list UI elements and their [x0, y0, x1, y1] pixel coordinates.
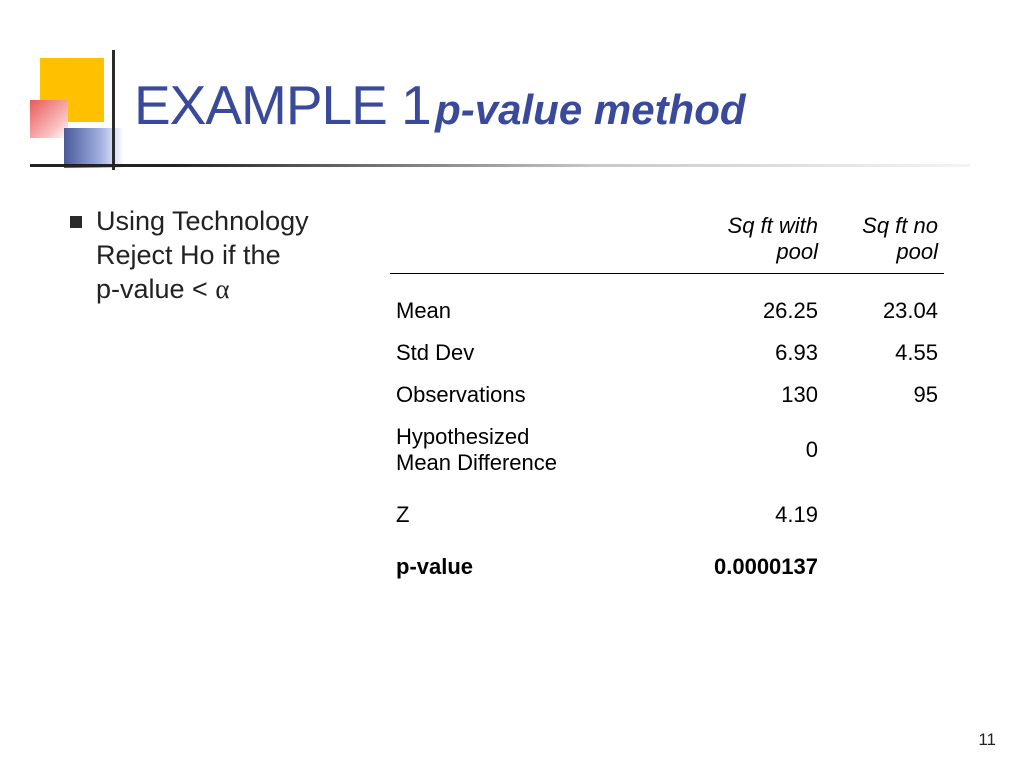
table-cell-label: Std Dev: [390, 332, 684, 374]
table-cell-value: 4.55: [824, 332, 944, 374]
table-cell-value: 95: [824, 374, 944, 416]
table-cell-label: Mean: [390, 290, 684, 332]
bullet-list: Using Technology Reject Ho if the p-valu…: [70, 205, 380, 588]
table-cell-value: 4.19: [684, 484, 824, 536]
table-cell-label: Observations: [390, 374, 684, 416]
table-cell-label: p-value: [390, 536, 684, 588]
table-cell-value: 0: [684, 416, 824, 484]
decor-square-slate: [64, 128, 124, 168]
table-cell-value: 130: [684, 374, 824, 416]
table-cell-label: Z: [390, 484, 684, 536]
table-cell-value: 0.0000137: [684, 536, 824, 588]
slide-title-sub: p-value method: [435, 86, 745, 133]
decor-square-salmon: [30, 100, 68, 138]
bullet-line-3-prefix: p-value <: [96, 274, 215, 304]
table-body: Mean26.2523.04Std Dev6.934.55Observation…: [390, 290, 944, 588]
alpha-symbol: α: [215, 274, 229, 304]
table-row: Std Dev6.934.55: [390, 332, 944, 374]
table-cell-value: [824, 416, 944, 484]
table-row: p-value0.0000137: [390, 536, 944, 588]
table-row: Z4.19: [390, 484, 944, 536]
table-header-col1: Sq ft with pool: [684, 205, 824, 274]
bullet-item: Using Technology Reject Ho if the p-valu…: [70, 205, 380, 306]
bullet-line-1: Using Technology: [96, 206, 309, 236]
bullet-line-2: Reject Ho if the: [96, 240, 281, 270]
table-cell-value: 6.93: [684, 332, 824, 374]
title-rule-horizontal: [30, 164, 970, 167]
table-cell-value: 23.04: [824, 290, 944, 332]
table-cell-value: 26.25: [684, 290, 824, 332]
table-cell-value: [824, 536, 944, 588]
stats-table: Sq ft with pool Sq ft no pool Mean26.252…: [390, 205, 944, 588]
table-header-blank: [390, 205, 684, 274]
table-cell-label: Hypothesized Mean Difference: [390, 416, 684, 484]
bullet-marker-icon: [70, 216, 82, 228]
table-header-col2: Sq ft no pool: [824, 205, 944, 274]
slide: EXAMPLE 1 p-value method Using Technolog…: [0, 0, 1024, 768]
title-rule-vertical: [112, 50, 115, 170]
bullet-text: Using Technology Reject Ho if the p-valu…: [96, 205, 309, 306]
table-cell-value: [824, 484, 944, 536]
table-row: Mean26.2523.04: [390, 290, 944, 332]
table-header-row: Sq ft with pool Sq ft no pool: [390, 205, 944, 274]
slide-title-main: EXAMPLE 1: [134, 74, 431, 136]
table-row: Observations13095: [390, 374, 944, 416]
table-row: Hypothesized Mean Difference0: [390, 416, 944, 484]
page-number: 11: [978, 730, 996, 750]
slide-title: EXAMPLE 1 p-value method: [134, 78, 746, 133]
stats-table-wrap: Sq ft with pool Sq ft no pool Mean26.252…: [390, 205, 944, 588]
slide-body: Using Technology Reject Ho if the p-valu…: [70, 205, 944, 588]
